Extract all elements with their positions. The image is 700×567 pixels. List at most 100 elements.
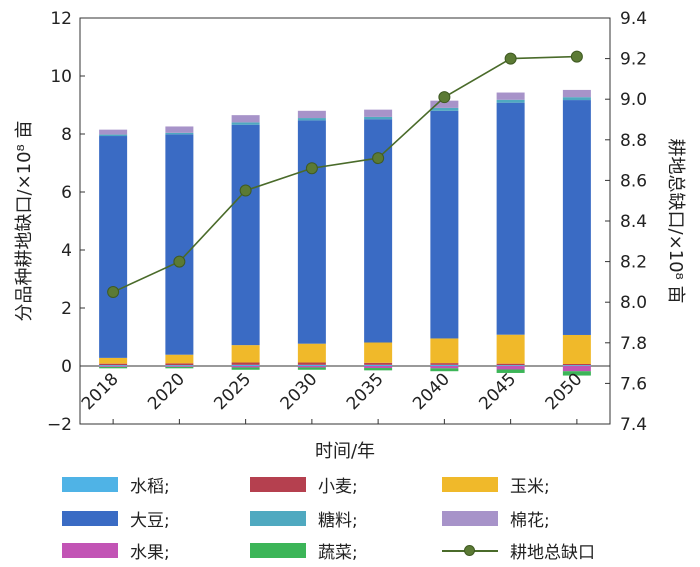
- bar-segment-小麦-2025: [231, 362, 260, 365]
- x-tick-label: 2030: [277, 369, 322, 414]
- bar-segment-糖料-2040: [430, 107, 459, 111]
- total-gap-point-2040: [438, 91, 451, 104]
- left-tick-label: 10: [50, 67, 72, 87]
- bar-segment-棉花-2045: [496, 92, 525, 100]
- legend-item-soybean: 大豆;: [62, 506, 170, 531]
- x-tick-label: 2040: [409, 369, 454, 414]
- left-tick-label: 4: [61, 241, 72, 261]
- bar-segment-蔬菜-2030: [297, 367, 326, 370]
- legend-label-vegetable: 蔬菜;: [318, 543, 358, 563]
- bar-segment-棉花-2025: [231, 115, 260, 123]
- bar-segment-玉米-2045: [496, 334, 525, 364]
- bar-segment-蔬菜-2018: [99, 366, 128, 369]
- legend-swatch-wheat: [250, 477, 306, 492]
- legend-swatch-cotton: [442, 511, 498, 526]
- bar-segment-水果-2035: [364, 366, 393, 369]
- bar-segment-蔬菜-2035: [364, 368, 393, 371]
- legend-label-total: 耕地总缺口: [510, 543, 595, 563]
- x-tick-label: 2020: [144, 369, 189, 414]
- bar-segment-糖料-2050: [562, 97, 591, 101]
- bar-segment-大豆-2030: [297, 120, 326, 344]
- legend-item-cotton: 棉花;: [442, 506, 550, 531]
- left-tick-label: 12: [50, 9, 72, 29]
- left-tick-label: 6: [61, 183, 72, 203]
- bar-segment-小麦-2020: [165, 363, 194, 366]
- total-gap-point-2045: [504, 52, 517, 65]
- left-tick-label: 8: [61, 125, 72, 145]
- bar-segment-玉米-2050: [562, 334, 591, 364]
- left-tick-label: −2: [47, 415, 72, 435]
- bar-segment-糖料-2045: [496, 99, 525, 103]
- left-tick-label: 0: [61, 357, 72, 377]
- x-tick-label: 2018: [78, 369, 123, 414]
- total-gap-line: [112, 55, 577, 293]
- legend-item-rice: 水稻;: [62, 472, 170, 497]
- total-gap-point-2050: [570, 50, 583, 63]
- bar-segment-棉花-2050: [562, 89, 591, 98]
- legend-item-wheat: 小麦;: [250, 472, 358, 497]
- bar-segment-水稻-2050: [562, 365, 591, 366]
- bar-segment-水果-2040: [430, 366, 459, 369]
- x-tick-label: 2045: [475, 369, 520, 414]
- axes-layer: [79, 17, 611, 425]
- bar-segment-棉花-2030: [297, 110, 326, 119]
- legend-label-corn: 玉米;: [510, 477, 550, 497]
- bar-segment-玉米-2020: [165, 354, 194, 364]
- bar-segment-玉米-2018: [99, 357, 128, 364]
- right-tick-label: 7.8: [620, 334, 647, 354]
- right-tick-label: 8.4: [620, 212, 647, 232]
- bar-segment-水稻-2025: [231, 364, 260, 366]
- legend-item-fruit: 水果;: [62, 538, 170, 563]
- legend-item-total: 耕地总缺口: [442, 538, 595, 563]
- bar-segment-玉米-2040: [430, 338, 459, 364]
- right-tick-label: 7.6: [620, 374, 647, 394]
- bar-segment-糖料-2025: [231, 122, 260, 125]
- bar-segment-小麦-2035: [364, 362, 393, 365]
- bars-layer: [99, 89, 591, 376]
- bar-segment-蔬菜-2045: [496, 369, 525, 373]
- legend-swatch-soybean: [62, 511, 118, 526]
- legend-line-symbol: [442, 543, 498, 558]
- line-layer: [107, 50, 583, 299]
- legend-item-sugar: 糖料;: [250, 506, 358, 531]
- x-tick-label: 2050: [542, 369, 587, 414]
- bar-segment-蔬菜-2025: [231, 367, 260, 370]
- bar-segment-小麦-2018: [99, 363, 128, 366]
- total-gap-point-2035: [372, 152, 385, 165]
- bar-segment-水果-2030: [297, 366, 326, 368]
- right-tick-label: 7.4: [620, 415, 647, 435]
- bar-segment-水稻-2045: [496, 365, 525, 366]
- bar-segment-水稻-2035: [364, 364, 393, 366]
- legend-label-wheat: 小麦;: [318, 477, 358, 497]
- bar-segment-小麦-2040: [430, 363, 459, 365]
- bar-segment-小麦-2030: [297, 362, 326, 365]
- right-tick-label: 8.0: [620, 293, 647, 313]
- bar-segment-水果-2045: [496, 366, 525, 370]
- chart-canvas: −2 0 2 4 6 8 10 12 7.4 7.6 7.8 8.0 8.2 8.4 8.6 8.8 9.0 9.…: [14, 9, 686, 462]
- bar-segment-水果-2050: [562, 366, 591, 372]
- x-tick-label: 2035: [343, 369, 388, 414]
- left-tick-label: 2: [61, 299, 72, 319]
- bar-segment-大豆-2025: [231, 124, 260, 346]
- bar-segment-小麦-2045: [496, 363, 525, 366]
- bar-segment-水果-2018: [99, 366, 128, 367]
- right-tick-label: 9.0: [620, 90, 647, 110]
- legend: 水稻; 小麦; 玉米; 大豆; 糖料; 棉花; 水果; 蔬菜; 耕地总缺口: [0, 468, 700, 564]
- bar-segment-玉米-2030: [297, 343, 326, 363]
- bar-segment-糖料-2020: [165, 132, 194, 135]
- legend-swatch-fruit: [62, 543, 118, 558]
- bar-segment-棉花-2018: [99, 129, 128, 135]
- bar-segment-蔬菜-2050: [562, 371, 591, 376]
- bar-segment-大豆-2018: [99, 136, 128, 358]
- legend-item-vegetable: 蔬菜;: [250, 538, 358, 563]
- bar-segment-蔬菜-2020: [165, 366, 194, 369]
- bar-segment-大豆-2020: [165, 134, 194, 355]
- bar-segment-棉花-2035: [364, 109, 393, 117]
- bar-segment-水稻-2040: [430, 364, 459, 366]
- bar-segment-糖料-2035: [364, 116, 393, 120]
- legend-swatch-vegetable: [250, 543, 306, 558]
- bar-segment-棉花-2020: [165, 126, 194, 133]
- bar-segment-玉米-2025: [231, 345, 260, 363]
- bar-segment-大豆-2050: [562, 100, 591, 335]
- bar-segment-蔬菜-2040: [430, 368, 459, 372]
